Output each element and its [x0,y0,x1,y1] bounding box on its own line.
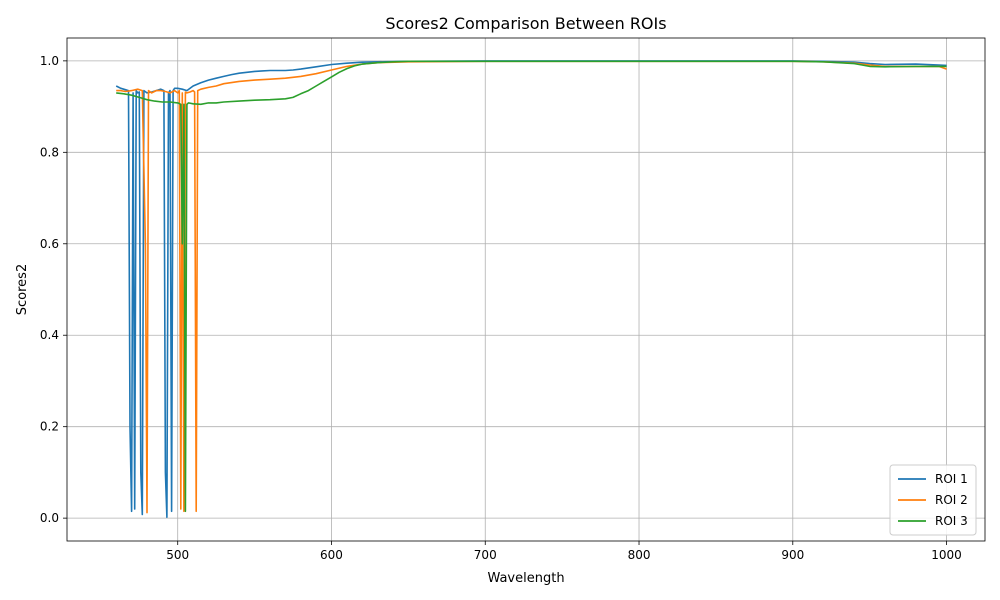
series-line-roi-3 [116,60,947,513]
y-tick-label: 0.8 [40,145,59,159]
series-group [115,60,947,519]
x-tick-label: 600 [320,548,343,562]
legend-label: ROI 3 [935,514,968,528]
y-tick-label: 0.2 [40,420,59,434]
x-tick-label: 700 [474,548,497,562]
legend-label: ROI 2 [935,493,968,507]
y-tick-label: 1.0 [40,54,59,68]
y-tick-label: 0.0 [40,511,59,525]
plot-frame [66,37,986,542]
x-tick-label: 500 [166,548,189,562]
x-tick-label: 900 [781,548,804,562]
legend-label: ROI 1 [935,472,968,486]
legend: ROI 1 ROI 2 ROI 3 [889,464,977,536]
grid [67,38,985,541]
ticks-group: 500 600 700 800 900 1000 0.0 0.2 0.4 0.6 0.8 1.0 [40,54,962,562]
y-tick-label: 0.4 [40,328,59,342]
x-tick-label: 1000 [931,548,962,562]
y-axis-label: Scores2 [15,264,30,315]
x-tick-label: 800 [628,548,651,562]
x-axis-label: Wavelength [487,571,564,586]
chart-title: Scores2 Comparison Between ROIs [385,14,666,33]
y-tick-label: 0.6 [40,237,59,251]
legend-box [889,464,977,536]
